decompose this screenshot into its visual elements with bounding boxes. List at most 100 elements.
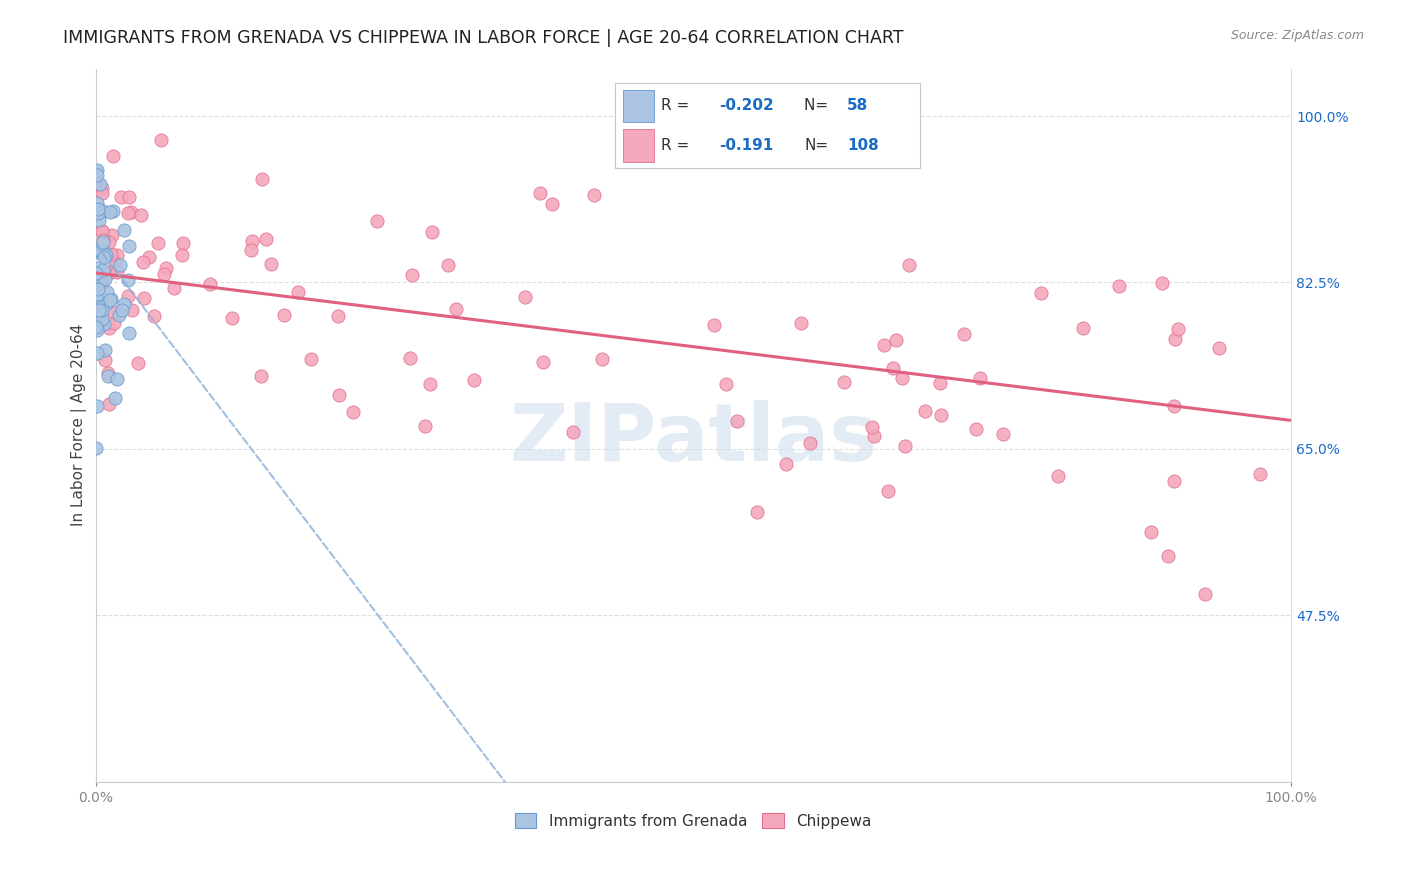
- Point: [799, 436, 821, 450]
- Point: [91, 203, 114, 218]
- Point: [94, 248, 117, 262]
- Point: [97, 321, 120, 335]
- Point: [1208, 341, 1230, 355]
- Point: [90, 181, 112, 195]
- Point: [105, 372, 128, 386]
- Point: [401, 268, 423, 283]
- Point: [97, 235, 120, 249]
- Point: [714, 376, 737, 391]
- Point: [93, 248, 115, 262]
- Point: [84, 244, 107, 258]
- Point: [98, 293, 121, 308]
- Point: [419, 377, 441, 392]
- Point: [86, 266, 108, 280]
- Point: [1140, 525, 1163, 540]
- Point: [108, 258, 131, 272]
- Point: [87, 213, 110, 227]
- Point: [89, 302, 111, 317]
- Point: [86, 162, 108, 177]
- Point: [876, 484, 898, 499]
- Point: [328, 388, 350, 402]
- Text: ZIPatlas: ZIPatlas: [509, 401, 877, 478]
- Point: [86, 287, 108, 301]
- Point: [118, 326, 141, 340]
- Point: [250, 171, 273, 186]
- Point: [84, 164, 107, 178]
- Point: [91, 235, 114, 249]
- Point: [118, 238, 141, 252]
- Point: [87, 205, 110, 219]
- Point: [991, 427, 1014, 442]
- Point: [155, 261, 177, 276]
- Point: [132, 254, 155, 268]
- Point: [101, 149, 124, 163]
- Point: [86, 346, 108, 360]
- Point: [104, 391, 127, 405]
- Point: [93, 343, 115, 358]
- Point: [893, 439, 915, 453]
- Point: [287, 285, 309, 299]
- Point: [86, 282, 108, 296]
- Point: [86, 196, 108, 211]
- Point: [1163, 475, 1185, 489]
- Point: [90, 224, 112, 238]
- Point: [97, 266, 120, 280]
- Point: [98, 205, 121, 219]
- Point: [94, 353, 117, 368]
- Point: [437, 258, 460, 272]
- Point: [97, 366, 120, 380]
- Point: [1163, 400, 1185, 414]
- Point: [1157, 549, 1180, 563]
- Point: [100, 292, 122, 306]
- Point: [142, 309, 165, 323]
- Point: [100, 247, 122, 261]
- Point: [463, 373, 485, 387]
- Point: [118, 190, 141, 204]
- Point: [342, 404, 364, 418]
- Point: [172, 235, 194, 250]
- Point: [86, 243, 108, 257]
- Point: [832, 375, 855, 389]
- Point: [583, 188, 606, 202]
- Point: [153, 268, 176, 282]
- Point: [93, 272, 115, 286]
- Point: [117, 273, 139, 287]
- Point: [413, 418, 436, 433]
- Point: [91, 303, 114, 318]
- Point: [929, 409, 952, 423]
- Point: [97, 369, 120, 384]
- Point: [254, 232, 277, 246]
- Point: [540, 197, 562, 211]
- Point: [860, 420, 883, 434]
- Point: [127, 356, 149, 370]
- Point: [105, 265, 128, 279]
- Point: [150, 133, 173, 147]
- Text: IMMIGRANTS FROM GRENADA VS CHIPPEWA IN LABOR FORCE | AGE 20-64 CORRELATION CHART: IMMIGRANTS FROM GRENADA VS CHIPPEWA IN L…: [63, 29, 904, 46]
- Y-axis label: In Labor Force | Age 20-64: In Labor Force | Age 20-64: [72, 324, 87, 526]
- Point: [103, 305, 125, 319]
- Point: [1249, 467, 1271, 481]
- Point: [890, 371, 912, 385]
- Point: [86, 399, 108, 413]
- Point: [1167, 321, 1189, 335]
- Point: [90, 300, 112, 314]
- Point: [132, 291, 155, 305]
- Point: [873, 338, 896, 352]
- Point: [96, 285, 118, 299]
- Point: [1194, 587, 1216, 601]
- Point: [93, 245, 115, 260]
- Point: [91, 262, 114, 277]
- Point: [129, 208, 152, 222]
- Point: [103, 316, 125, 330]
- Point: [87, 206, 110, 220]
- Point: [87, 245, 110, 260]
- Point: [884, 333, 907, 347]
- Point: [420, 225, 443, 239]
- Point: [86, 322, 108, 336]
- Point: [170, 247, 193, 261]
- Point: [90, 273, 112, 287]
- Point: [86, 297, 108, 311]
- Point: [91, 234, 114, 248]
- Point: [117, 206, 139, 220]
- Point: [89, 276, 111, 290]
